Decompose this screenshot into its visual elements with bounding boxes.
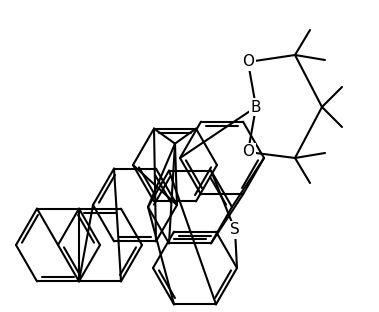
Text: O: O bbox=[242, 144, 254, 159]
Text: O: O bbox=[242, 55, 254, 70]
Text: S: S bbox=[230, 222, 240, 237]
Text: B: B bbox=[251, 100, 261, 115]
